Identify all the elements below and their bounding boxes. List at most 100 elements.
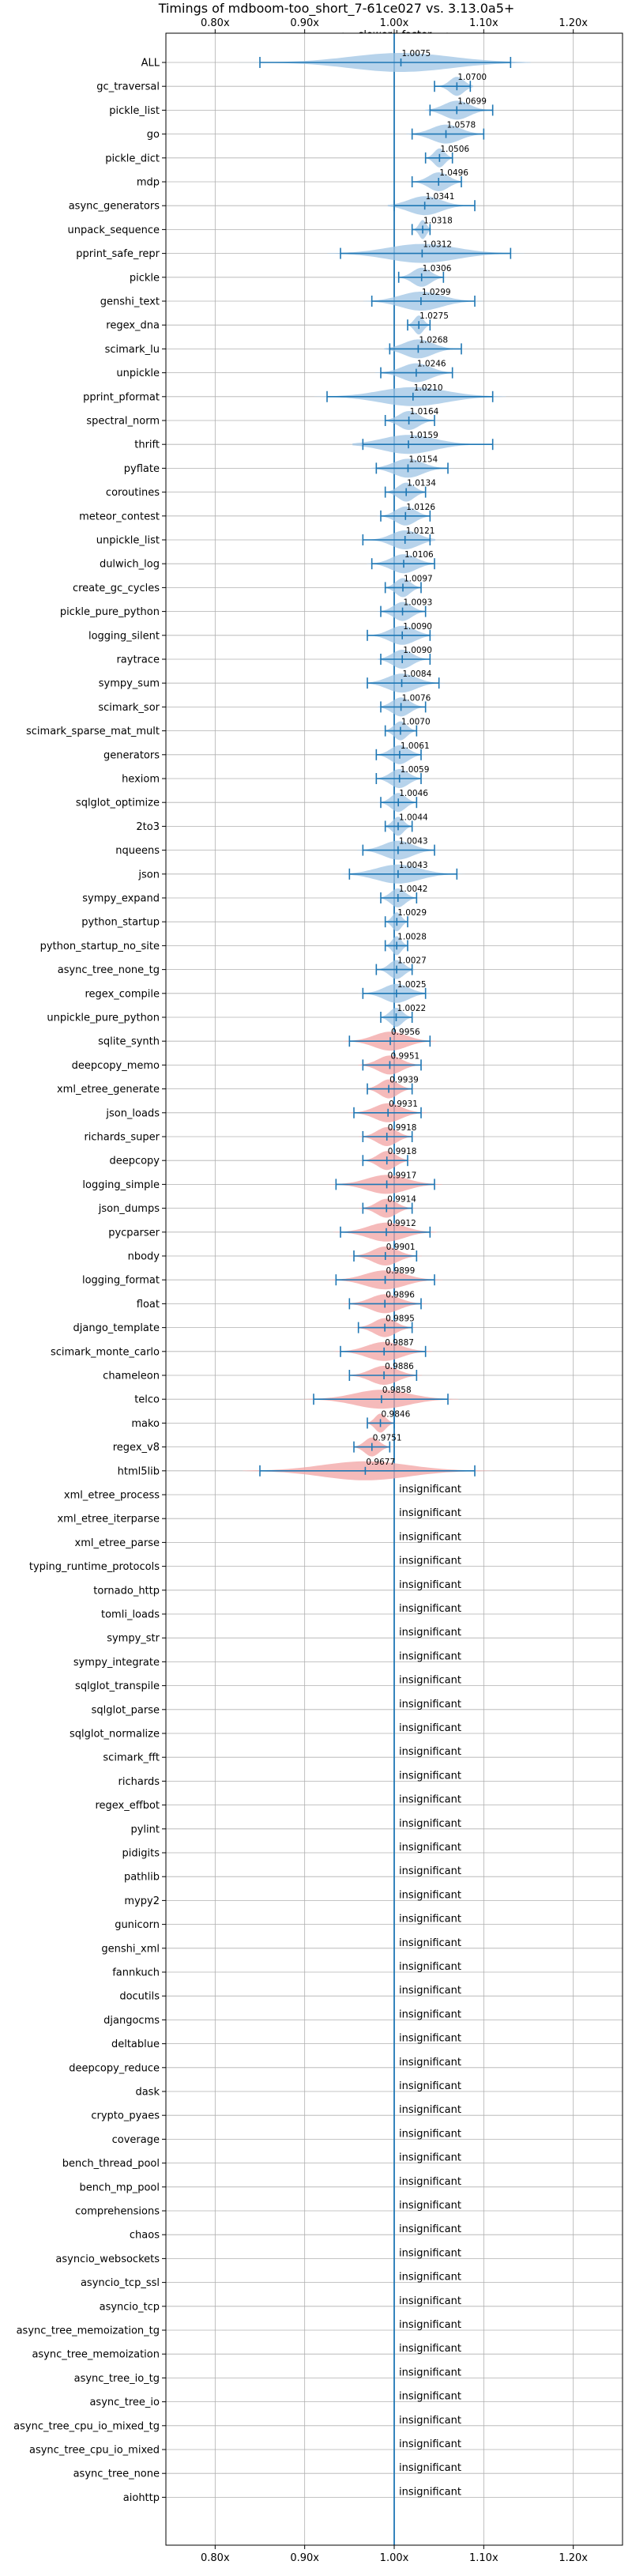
value-label-pickle_pure_python: 1.0093 bbox=[404, 598, 433, 608]
value-label-mdp: 1.0496 bbox=[439, 168, 468, 178]
value-label-scimark_sor: 1.0076 bbox=[402, 693, 431, 703]
value-label-regex_v8: 0.9751 bbox=[373, 1434, 402, 1443]
y-tick-label-genshi_text: genshi_text bbox=[100, 296, 160, 308]
y-tick-label-gc_traversal: gc_traversal bbox=[96, 81, 160, 93]
y-tick-label-regex_dna: regex_dna bbox=[106, 320, 160, 332]
y-tick-label-logging_format: logging_format bbox=[82, 1275, 160, 1287]
y-tick-label-pylint: pylint bbox=[130, 1824, 160, 1835]
y-tick-label-python_startup_no_site: python_startup_no_site bbox=[40, 941, 160, 952]
value-label-sympy_expand: 1.0042 bbox=[399, 884, 428, 894]
y-tick-label-deepcopy_reduce: deepcopy_reduce bbox=[69, 2062, 160, 2074]
insignificant-label-crypto_pyaes: insignificant bbox=[399, 2104, 461, 2116]
y-tick-label-async_tree_io_tg: async_tree_io_tg bbox=[74, 2373, 160, 2385]
plot-area: 1.0075 1.0700 1.0699 1.0578 1.0506 1.0496 1.03… bbox=[13, 17, 623, 2564]
x-tick-label-top: 1.10x bbox=[469, 17, 498, 29]
y-tick-label-pickle_dict: pickle_dict bbox=[105, 153, 160, 164]
value-label-json_dumps: 0.9914 bbox=[387, 1195, 416, 1205]
insignificant-label-sqlglot_parse: insignificant bbox=[399, 1699, 461, 1710]
value-label-pycparser: 0.9912 bbox=[387, 1219, 416, 1228]
y-tick-label-regex_compile: regex_compile bbox=[85, 988, 160, 1000]
value-label-go: 1.0578 bbox=[447, 121, 476, 130]
value-label-nbody: 0.9901 bbox=[386, 1243, 416, 1252]
y-tick-label-xml_etree_iterparse: xml_etree_iterparse bbox=[57, 1514, 160, 1526]
y-tick-label-sqlglot_optimize: sqlglot_optimize bbox=[76, 798, 160, 809]
insignificant-label-pidigits: insignificant bbox=[399, 1842, 461, 1854]
y-tick-label-pprint_safe_repr: pprint_safe_repr bbox=[76, 248, 160, 260]
x-tick-label-top: 0.90x bbox=[290, 17, 319, 29]
insignificant-label-regex_effbot: insignificant bbox=[399, 1794, 461, 1806]
y-tick-label-scimark_monte_carlo: scimark_monte_carlo bbox=[51, 1346, 160, 1358]
y-tick-label-genshi_xml: genshi_xml bbox=[101, 1943, 160, 1955]
insignificant-label-asyncio_tcp_ssl: insignificant bbox=[399, 2272, 461, 2284]
value-label-pickle: 1.0306 bbox=[423, 264, 452, 273]
x-tick-label-top: 1.20x bbox=[559, 17, 588, 29]
value-label-richards_super: 0.9918 bbox=[388, 1123, 417, 1133]
y-tick-label-telco: telco bbox=[134, 1394, 160, 1406]
insignificant-label-aiohttp: insignificant bbox=[399, 2486, 461, 2498]
insignificant-label-typing_runtime_protocols: insignificant bbox=[399, 1556, 461, 1567]
value-label-chameleon: 0.9886 bbox=[385, 1362, 414, 1371]
x-tick-label-bottom: 1.00x bbox=[380, 2552, 409, 2564]
value-label-django_template: 0.9895 bbox=[386, 1314, 415, 1324]
insignificant-label-async_tree_cpu_io_mixed: insignificant bbox=[399, 2438, 461, 2450]
value-label-python_startup: 1.0029 bbox=[397, 908, 427, 918]
value-label-deepcopy: 0.9918 bbox=[388, 1147, 417, 1156]
insignificant-label-xml_etree_parse: insignificant bbox=[399, 1531, 461, 1543]
y-tick-label-pickle_list: pickle_list bbox=[109, 105, 160, 117]
y-tick-label-pyflate: pyflate bbox=[124, 463, 160, 475]
y-tick-label-mypy2: mypy2 bbox=[124, 1895, 160, 1907]
y-tick-label-bench_thread_pool: bench_thread_pool bbox=[62, 2158, 160, 2170]
y-tick-label-chameleon: chameleon bbox=[103, 1371, 160, 1382]
value-label-gc_traversal: 1.0700 bbox=[457, 73, 487, 82]
value-label-scimark_sparse_mat_mult: 1.0070 bbox=[401, 718, 431, 727]
value-label-pprint_pformat: 1.0210 bbox=[414, 383, 443, 393]
y-tick-label-sympy_sum: sympy_sum bbox=[99, 678, 160, 690]
insignificant-label-sqlglot_normalize: insignificant bbox=[399, 1722, 461, 1734]
x-tick-label-bottom: 0.80x bbox=[201, 2552, 230, 2564]
y-tick-label-mako: mako bbox=[131, 1418, 160, 1430]
insignificant-label-mypy2: insignificant bbox=[399, 1889, 461, 1901]
value-label-unpickle_list: 1.0121 bbox=[406, 526, 435, 536]
y-tick-label-pathlib: pathlib bbox=[124, 1872, 160, 1884]
insignificant-label-async_tree_io: insignificant bbox=[399, 2391, 461, 2403]
value-label-regex_compile: 1.0025 bbox=[397, 980, 427, 990]
insignificant-label-pathlib: insignificant bbox=[399, 1865, 461, 1877]
y-tick-label-create_gc_cycles: create_gc_cycles bbox=[73, 583, 160, 594]
y-tick-label-pycparser: pycparser bbox=[108, 1227, 160, 1239]
value-label-json_loads: 0.9931 bbox=[389, 1099, 418, 1109]
y-tick-label-generators: generators bbox=[103, 749, 160, 761]
y-tick-label-logging_simple: logging_simple bbox=[82, 1179, 160, 1191]
y-tick-label-tomli_loads: tomli_loads bbox=[101, 1609, 160, 1621]
y-tick-label-typing_runtime_protocols: typing_runtime_protocols bbox=[29, 1561, 160, 1573]
value-label-unpickle_pure_python: 1.0022 bbox=[397, 1004, 426, 1013]
x-tick-label-bottom: 1.10x bbox=[469, 2552, 498, 2564]
insignificant-label-richards: insignificant bbox=[399, 1770, 461, 1782]
y-tick-label-unpack_sequence: unpack_sequence bbox=[67, 224, 160, 236]
insignificant-label-bench_mp_pool: insignificant bbox=[399, 2176, 461, 2188]
y-tick-label-hexiom: hexiom bbox=[122, 774, 160, 786]
insignificant-label-sqlglot_transpile: insignificant bbox=[399, 1675, 461, 1687]
y-tick-label-sqlglot_transpile: sqlglot_transpile bbox=[75, 1680, 160, 1692]
value-label-deepcopy_memo: 0.9951 bbox=[390, 1051, 419, 1061]
insignificant-label-xml_etree_iterparse: insignificant bbox=[399, 1507, 461, 1519]
value-label-sqlite_synth: 0.9956 bbox=[391, 1028, 420, 1037]
value-label-thrift: 1.0159 bbox=[409, 431, 438, 440]
value-label-nqueens: 1.0043 bbox=[399, 837, 428, 847]
y-tick-label-pprint_pformat: pprint_pformat bbox=[83, 391, 160, 403]
insignificant-label-xml_etree_process: insignificant bbox=[399, 1484, 461, 1495]
y-tick-label-dulwich_log: dulwich_log bbox=[100, 559, 160, 571]
value-label-genshi_text: 1.0299 bbox=[422, 288, 451, 297]
y-tick-label-2to3: 2to3 bbox=[136, 821, 160, 833]
y-tick-label-spectral_norm: spectral_norm bbox=[86, 416, 160, 428]
y-tick-label-deltablue: deltablue bbox=[111, 2039, 160, 2050]
y-tick-label-nqueens: nqueens bbox=[115, 845, 160, 857]
insignificant-label-scimark_fft: insignificant bbox=[399, 1746, 461, 1758]
value-label-json: 1.0043 bbox=[399, 861, 428, 870]
y-tick-label-go: go bbox=[147, 129, 160, 141]
value-label-generators: 1.0061 bbox=[401, 741, 430, 751]
value-label-regex_dna: 1.0275 bbox=[419, 311, 449, 321]
value-label-unpack_sequence: 1.0318 bbox=[423, 216, 453, 225]
value-label-mako: 0.9846 bbox=[382, 1409, 411, 1419]
y-tick-label-tornado_http: tornado_http bbox=[93, 1585, 160, 1597]
